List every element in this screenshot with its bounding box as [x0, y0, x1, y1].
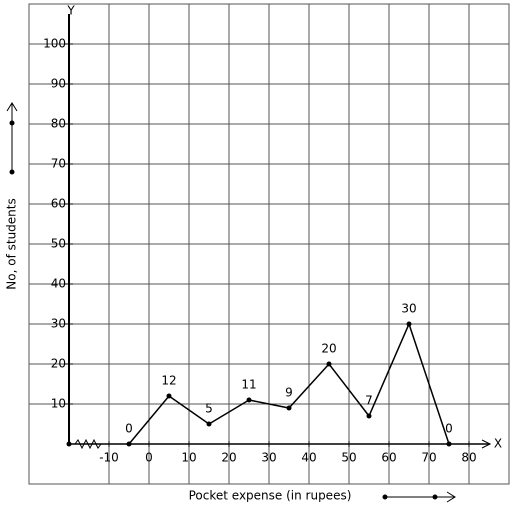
axis-break [74, 438, 102, 450]
data-label: 0 [445, 422, 453, 436]
data-label: 20 [321, 342, 336, 356]
y-tick-label: 70 [51, 157, 66, 171]
x-tick-label: 40 [301, 451, 316, 465]
data-point [366, 413, 372, 419]
x-tick-label: 30 [261, 451, 276, 465]
data-point [406, 321, 412, 327]
data-label: 30 [401, 302, 416, 316]
y-tick-label: 50 [51, 237, 66, 251]
x-axis-name: X [494, 437, 502, 451]
data-line [128, 321, 450, 445]
data-point [206, 421, 212, 427]
y-tick-label: 40 [51, 277, 66, 291]
data-point [126, 441, 132, 447]
data-label: 0 [125, 422, 133, 436]
decor-arrows [6, 102, 456, 503]
data-point [446, 441, 452, 447]
data-point [246, 397, 252, 403]
x-tick-label: 0 [145, 451, 153, 465]
x-tick-label: 80 [461, 451, 476, 465]
y-tick-label: 80 [51, 117, 66, 131]
y-axis-label: No, of students [5, 198, 19, 289]
data-label: 12 [161, 374, 176, 388]
y-tick-label: 90 [51, 77, 66, 91]
data-point [166, 393, 172, 399]
y-tick-label: 30 [51, 317, 66, 331]
data-point [286, 405, 292, 411]
y-tick-label: 20 [51, 357, 66, 371]
x-axis-label: Pocket expense (in rupees) [189, 489, 352, 503]
x-axis-arrow [481, 439, 492, 449]
data-label: 9 [285, 386, 293, 400]
origin-dot [66, 441, 72, 447]
y-tick-label: 60 [51, 197, 66, 211]
x-tick-label: 20 [221, 451, 236, 465]
data-label: 7 [365, 394, 373, 408]
data-label: 11 [241, 378, 256, 392]
y-tick-label: 10 [51, 397, 66, 411]
x-tick-label: 70 [421, 451, 436, 465]
y-tick-label: 100 [43, 37, 66, 51]
x-tick-label: 50 [341, 451, 356, 465]
data-label: 5 [205, 402, 213, 416]
y-axis-name: Y [66, 4, 75, 18]
x-tick-label: 10 [181, 451, 196, 465]
data-point [326, 361, 332, 367]
x-tick-label: -10 [99, 451, 119, 465]
x-tick-label: 60 [381, 451, 396, 465]
